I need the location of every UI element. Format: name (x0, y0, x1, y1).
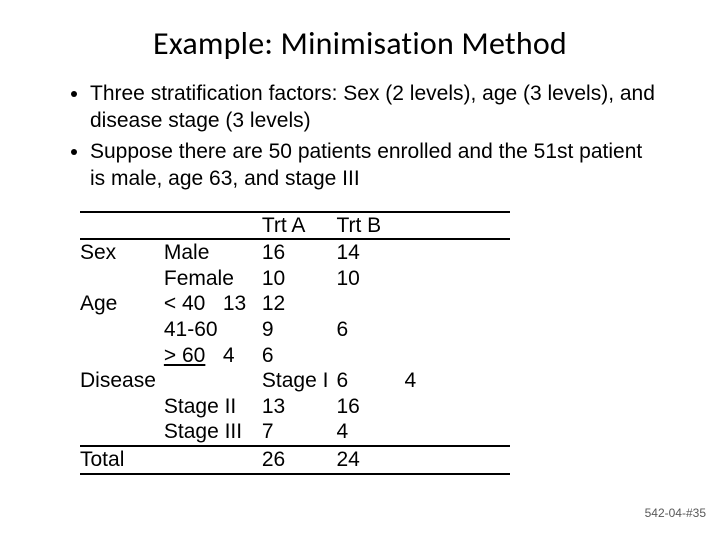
total-a: 26 (262, 446, 337, 474)
cell: 13 (262, 394, 337, 420)
cell: 16 (336, 394, 404, 420)
col-header-trt-b: Trt B (336, 212, 404, 240)
cell: 9 (262, 317, 337, 343)
cell: 10 (262, 266, 337, 292)
cell: 4 (404, 368, 462, 394)
col-header-trt-a: Trt A (262, 212, 337, 240)
cell: 6 (262, 343, 337, 369)
level-male: Male (164, 239, 262, 266)
factor-disease: Disease (80, 368, 164, 394)
slide-number: 542-04-#35 (645, 506, 706, 520)
bullet-item: Suppose there are 50 patients enrolled a… (90, 139, 660, 193)
cell: 14 (336, 239, 404, 266)
level-stage3: Stage III (164, 419, 262, 446)
level-stage2: Stage II (164, 394, 262, 420)
cell: 7 (262, 419, 337, 446)
cell: 4 (223, 344, 235, 367)
level-41-60: 41-60 (164, 317, 262, 343)
level-ge60: > 60 (164, 344, 205, 367)
factor-sex: Sex (80, 239, 164, 266)
total-b: 24 (336, 446, 404, 474)
factor-age: Age (80, 291, 164, 317)
cell: 13 (223, 292, 246, 315)
slide: Example: Minimisation Method Three strat… (0, 0, 720, 540)
stratification-table: Trt A Trt B Sex Male 16 14 Female 10 10 (80, 211, 660, 475)
level-lt40: < 40 (164, 292, 205, 315)
bullet-list: Three stratification factors: Sex (2 lev… (60, 81, 660, 193)
total-label: Total (80, 446, 164, 474)
level-female: Female (164, 266, 262, 292)
cell: 12 (262, 291, 337, 317)
bullet-item: Three stratification factors: Sex (2 lev… (90, 81, 660, 135)
level-stage1: Stage I (262, 368, 337, 394)
cell: 6 (336, 368, 404, 394)
slide-title: Example: Minimisation Method (60, 24, 660, 63)
cell: 4 (336, 419, 404, 446)
cell: 16 (262, 239, 337, 266)
cell: 6 (336, 317, 404, 343)
cell: 10 (336, 266, 404, 292)
